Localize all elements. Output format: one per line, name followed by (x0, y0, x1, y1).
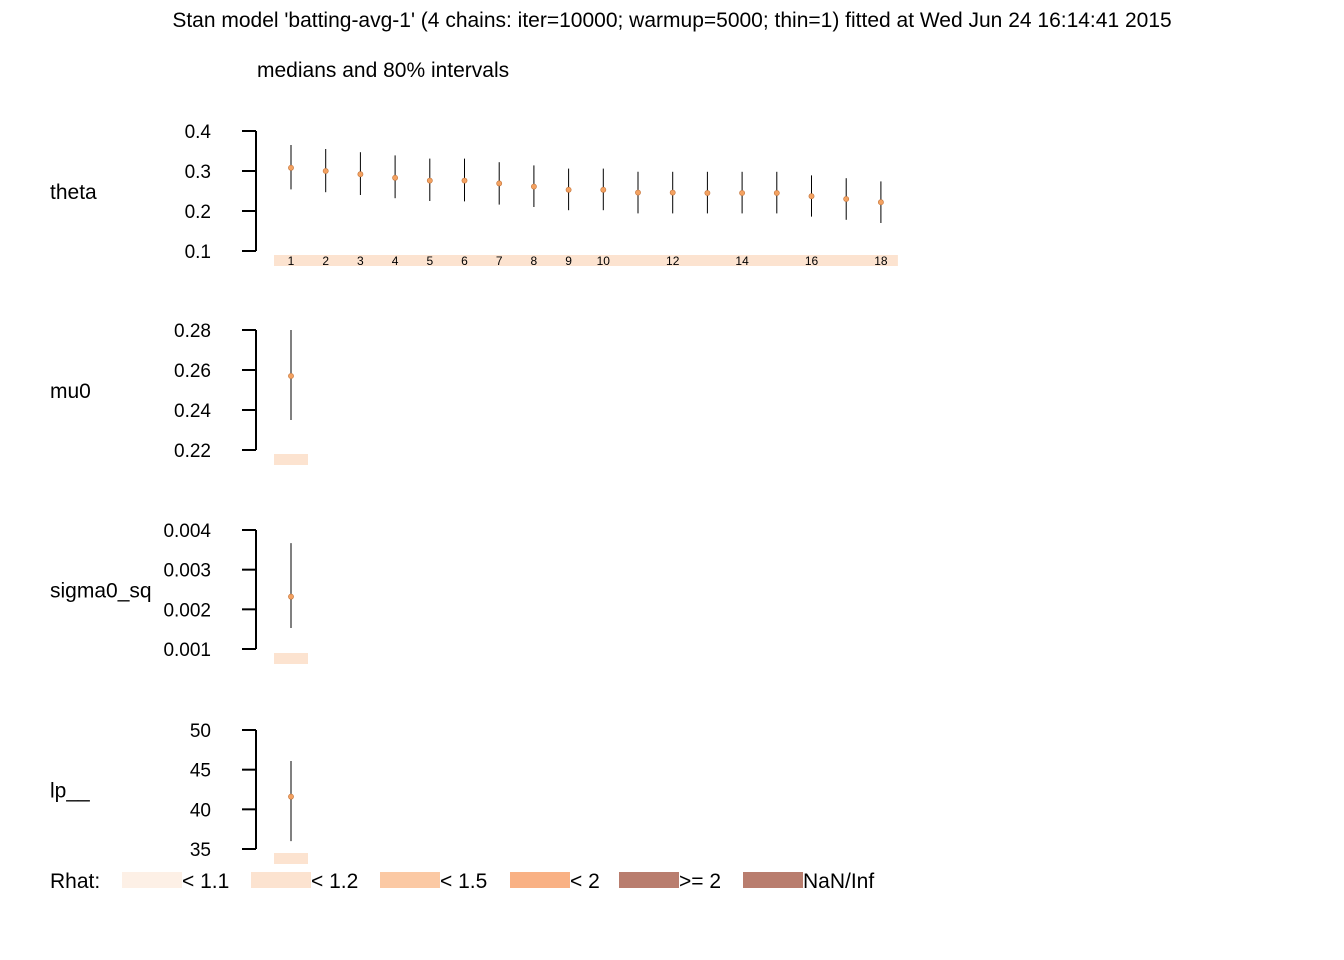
legend-title: Rhat: (50, 870, 100, 893)
rhat-band-lp (274, 853, 308, 864)
median-theta-5 (426, 177, 433, 184)
index-label-theta: 9 (565, 254, 572, 268)
index-label-theta: 6 (461, 254, 468, 268)
index-label-theta: 18 (874, 254, 888, 268)
index-label-theta: 16 (805, 254, 819, 268)
median-theta-13 (704, 190, 711, 196)
index-label-theta: 2 (322, 254, 329, 268)
index-label-theta: 1 (288, 254, 295, 268)
y-tick-label-mu0: 0.22 (174, 441, 211, 462)
median-theta-1 (288, 164, 294, 171)
median-lp-1 (288, 793, 294, 800)
median-theta-14 (739, 190, 745, 196)
legend-label-lt-1-5: < 1.5 (440, 870, 487, 893)
median-theta-8 (531, 183, 537, 190)
median-theta-6 (461, 177, 468, 184)
chart-subtitle: medians and 80% intervals (257, 59, 510, 82)
legend-swatch-lt-2 (510, 872, 570, 888)
index-label-theta: 14 (735, 254, 749, 268)
legend-label-ge-2: >= 2 (679, 870, 721, 893)
y-tick-label-lp: 45 (190, 761, 211, 782)
y-tick-label-theta: 0.4 (185, 122, 212, 143)
median-mu0-1 (288, 373, 294, 379)
median-theta-18 (878, 199, 884, 206)
y-tick-label-mu0: 0.24 (174, 401, 211, 422)
median-theta-12 (669, 189, 676, 196)
y-tick-label-sigma0-sq: 0.003 (163, 561, 211, 582)
rhat-band-mu0 (274, 454, 308, 465)
legend-label-lt-1-1: < 1.1 (182, 870, 229, 893)
y-tick-label-theta: 0.2 (185, 202, 211, 223)
median-theta-16 (808, 193, 815, 200)
param-label-mu0: mu0 (50, 380, 91, 403)
index-label-theta: 4 (392, 254, 399, 268)
y-tick-label-theta: 0.3 (185, 162, 211, 183)
index-label-theta: 7 (496, 254, 503, 268)
median-theta-11 (635, 189, 641, 196)
y-tick-label-mu0: 0.26 (174, 361, 211, 382)
legend-swatch-lt-1-5 (380, 872, 440, 888)
median-theta-3 (357, 171, 364, 178)
median-theta-2 (322, 168, 329, 174)
y-tick-label-theta: 0.1 (185, 242, 211, 263)
median-theta-10 (600, 186, 607, 193)
median-sigma0-sq-1 (288, 593, 294, 600)
legend-swatch-lt-1-1 (122, 872, 182, 888)
legend-label-lt-1-2: < 1.2 (311, 870, 358, 893)
legend-label-lt-2: < 2 (570, 870, 600, 893)
legend-swatch-lt-1-2 (251, 872, 311, 888)
rhat-band-theta (274, 255, 898, 266)
median-theta-17 (843, 196, 850, 202)
legend-swatch-ge-2 (619, 872, 679, 888)
y-tick-label-mu0: 0.28 (174, 321, 211, 342)
param-label-theta: theta (50, 181, 97, 204)
y-tick-label-lp: 50 (190, 721, 211, 742)
index-label-theta: 10 (597, 254, 611, 268)
y-tick-label-sigma0-sq: 0.002 (163, 600, 211, 621)
index-label-theta: 3 (357, 254, 364, 268)
index-label-theta: 12 (666, 254, 680, 268)
y-tick-label-lp: 40 (190, 800, 211, 821)
param-label-lp: lp__ (50, 780, 90, 803)
median-theta-15 (773, 190, 780, 196)
y-tick-label-sigma0-sq: 0.004 (163, 521, 211, 542)
legend-swatch-nan-inf (743, 872, 803, 888)
median-theta-4 (392, 174, 398, 181)
index-label-theta: 8 (531, 254, 538, 268)
index-label-theta: 5 (426, 254, 433, 268)
median-theta-9 (565, 186, 572, 193)
param-label-sigma0-sq: sigma0_sq (50, 580, 152, 603)
legend-label-nan-inf: NaN/Inf (803, 870, 874, 893)
y-tick-label-sigma0-sq: 0.001 (163, 640, 211, 661)
median-theta-7 (496, 180, 503, 187)
y-tick-label-lp: 35 (190, 840, 211, 861)
chart-title: Stan model 'batting-avg-1' (4 chains: it… (172, 9, 1172, 32)
rhat-band-sigma0-sq (274, 653, 308, 664)
